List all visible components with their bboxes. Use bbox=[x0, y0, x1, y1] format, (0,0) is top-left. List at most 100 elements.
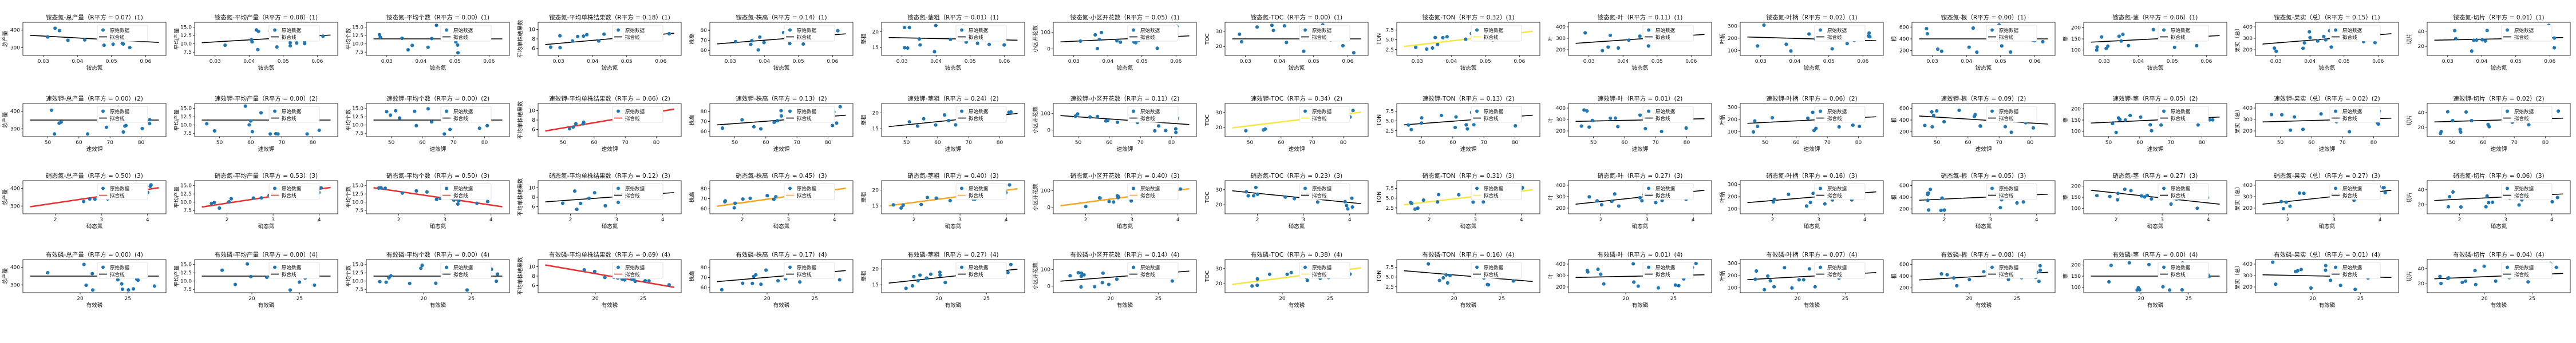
axes-frame bbox=[1053, 259, 1197, 293]
x-tick-label: 2 bbox=[1599, 217, 1603, 223]
data-point bbox=[1830, 47, 1834, 51]
axes-frame bbox=[881, 22, 1025, 56]
fit-line bbox=[1232, 190, 1361, 205]
legend-marker-raw bbox=[1819, 186, 1822, 190]
subplot: 硝态氮-TON（R平方 = 0.31）(3) 2 3 4 2.5 5.0 7.5 硝态氮 TON… bbox=[1376, 172, 1540, 230]
data-point bbox=[1107, 282, 1111, 286]
legend-label-raw: 原始数据 bbox=[282, 186, 302, 192]
legend-marker-raw bbox=[1647, 186, 1650, 190]
data-point bbox=[2459, 130, 2463, 134]
data-point bbox=[587, 196, 591, 201]
legend-marker-raw bbox=[1819, 265, 1822, 269]
legend-label-raw: 原始数据 bbox=[797, 109, 817, 115]
data-point bbox=[2195, 206, 2199, 210]
subplot: 铵态氮-切片（R平方 = 0.01）(1) 0.03 0.04 0.05 0.06 20 4… bbox=[2406, 14, 2571, 71]
data-point bbox=[1610, 200, 1614, 204]
legend-label-raw: 原始数据 bbox=[1484, 27, 1504, 34]
subplot-title: 硝态氮-茎（R平方 = 0.27）(3) bbox=[2113, 172, 2198, 180]
y-tick-label: 400 bbox=[1899, 118, 1909, 123]
y-axis-label: 切片 bbox=[2406, 192, 2413, 202]
data-point bbox=[2348, 130, 2352, 134]
x-tick-label: 0.03 bbox=[1240, 59, 1251, 65]
y-tick-label: 150 bbox=[2071, 274, 2081, 280]
x-tick-label: 20 bbox=[77, 296, 84, 302]
legend-marker-raw bbox=[273, 28, 276, 32]
data-point bbox=[2550, 200, 2554, 204]
axes-frame bbox=[366, 22, 510, 56]
legend-marker-raw bbox=[445, 28, 448, 32]
subplot-title: 速效钾-果实（总）（R平方 = 0.02）(2) bbox=[2274, 95, 2380, 102]
data-point bbox=[66, 38, 70, 42]
legend-label-raw: 原始数据 bbox=[2171, 265, 2191, 271]
y-tick-label: 300 bbox=[2243, 194, 2253, 200]
x-tick-label: 70 bbox=[965, 140, 972, 146]
data-point bbox=[1608, 33, 1613, 37]
data-point bbox=[1599, 272, 1603, 276]
data-point bbox=[2161, 285, 2165, 289]
y-tick-label: 7.5 bbox=[1386, 265, 1394, 271]
axes-frame bbox=[1740, 180, 1884, 214]
x-tick-label: 60 bbox=[1449, 140, 1456, 146]
y-tick-label: 0 bbox=[1047, 127, 1050, 133]
subplot: 有效磷-茎（R平方 = 0.00）(4) 20 25 100 150 200 有效磷 茎 原始数… bbox=[2063, 251, 2227, 309]
data-point bbox=[148, 122, 152, 126]
x-tick-label: 0.05 bbox=[278, 59, 289, 65]
y-tick-label: 200 bbox=[1556, 285, 1566, 290]
y-tick-label: 15.0 bbox=[352, 184, 364, 189]
subplot-title: 速效钾-小区开花数（R平方 = 0.11）(2) bbox=[1070, 95, 1180, 102]
x-tick-label: 4 bbox=[1176, 217, 1180, 223]
axes-frame bbox=[709, 22, 854, 56]
y-tick-label: 40 bbox=[2418, 110, 2425, 116]
subplot: 速效钾-叶柄（R平方 = 0.06）(2) 50 60 70 80 100 200 300 速效… bbox=[1719, 95, 1884, 153]
y-tick-label: 8 bbox=[532, 274, 535, 280]
y-axis-label: 叶 bbox=[1548, 273, 1554, 279]
legend-label-fit: 拟合线 bbox=[1312, 115, 1327, 122]
y-axis-label: TOC bbox=[1204, 270, 1211, 282]
y-tick-label: 80 bbox=[701, 186, 708, 192]
legend-label-raw: 原始数据 bbox=[453, 27, 473, 34]
data-point bbox=[1289, 270, 1293, 274]
subplot: 铵态氮-平均单株结果数（R平方 = 0.18）(1) 0.03 0.04 0.05 0.… bbox=[517, 14, 682, 71]
axes-frame bbox=[1568, 22, 1712, 56]
x-axis-label: 速效钾 bbox=[258, 146, 275, 153]
legend-label-fit: 拟合线 bbox=[625, 193, 640, 199]
legend-label-raw: 原始数据 bbox=[110, 186, 130, 192]
data-point bbox=[406, 48, 410, 52]
data-point bbox=[1583, 31, 1587, 35]
x-tick-label: 50 bbox=[388, 140, 395, 146]
x-tick-label: 3 bbox=[2332, 217, 2336, 223]
legend-marker-raw bbox=[101, 109, 105, 113]
data-point bbox=[2557, 109, 2561, 113]
x-axis-label: 铵态氮 bbox=[945, 65, 962, 71]
data-point bbox=[383, 186, 387, 190]
legend-label-raw: 原始数据 bbox=[2342, 109, 2362, 115]
data-point bbox=[102, 43, 106, 47]
x-tick-label: 0.03 bbox=[2270, 59, 2282, 65]
data-point bbox=[465, 288, 469, 292]
x-axis-label: 铵态氮 bbox=[1460, 65, 1477, 71]
data-point bbox=[901, 203, 905, 208]
y-axis-label: 小区开花数 bbox=[1032, 25, 1039, 53]
y-tick-label: 400 bbox=[1899, 195, 1909, 201]
data-point bbox=[1967, 277, 1971, 282]
data-point bbox=[1433, 35, 1437, 39]
x-tick-label: 0.04 bbox=[1617, 59, 1629, 65]
legend-label-fit: 拟合线 bbox=[2514, 272, 2529, 278]
y-tick-label: 30 bbox=[1216, 266, 1223, 272]
x-tick-label: 3 bbox=[271, 217, 275, 223]
data-point bbox=[384, 280, 388, 284]
x-axis-label: 铵态氮 bbox=[258, 65, 275, 71]
y-tick-label: 200 bbox=[2243, 285, 2253, 290]
y-axis-label: 茎粗 bbox=[860, 114, 867, 126]
data-point bbox=[582, 34, 586, 38]
legend-box bbox=[1814, 106, 1866, 123]
data-point bbox=[1972, 114, 1977, 119]
data-point bbox=[1940, 196, 1944, 200]
data-point bbox=[1636, 284, 1640, 288]
data-point bbox=[1464, 123, 1468, 127]
data-point bbox=[268, 132, 272, 136]
subplot-title: 速效钾-茎粗（R平方 = 0.24）(2) bbox=[907, 95, 998, 102]
subplot-title: 铵态氮-切片（R平方 = 0.01）(1) bbox=[2453, 14, 2544, 21]
y-tick-label: 12.5 bbox=[180, 114, 192, 120]
data-point bbox=[1414, 45, 1418, 49]
